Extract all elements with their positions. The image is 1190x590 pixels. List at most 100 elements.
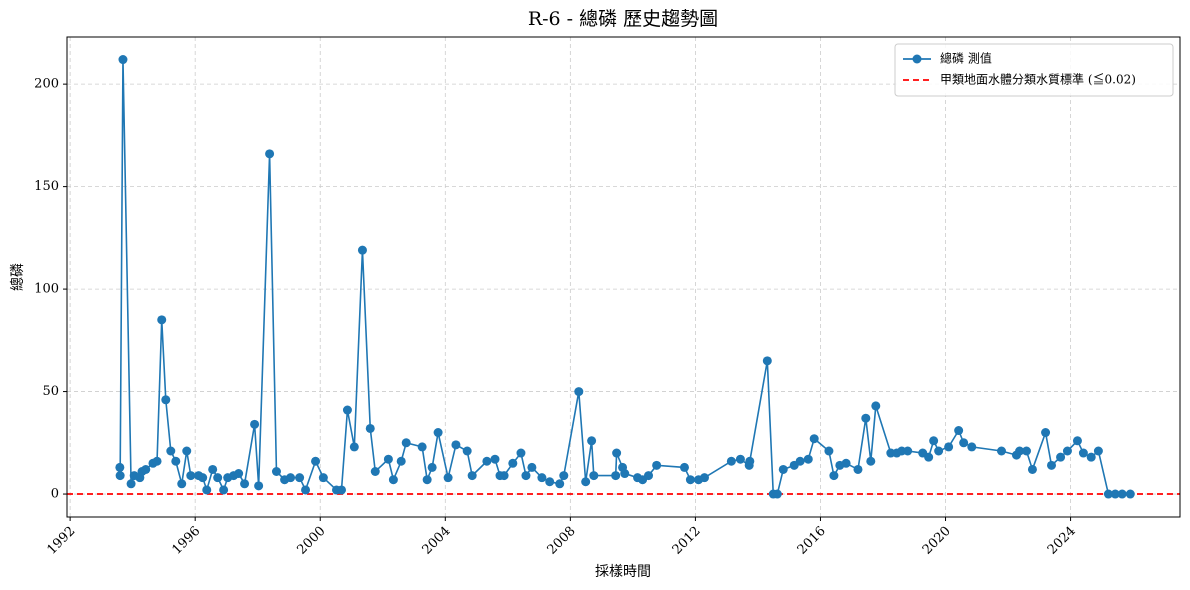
data-point — [171, 456, 181, 466]
y-tick-label: 50 — [42, 384, 59, 399]
data-point — [250, 419, 260, 429]
data-point — [1072, 436, 1082, 446]
data-point — [652, 460, 662, 470]
data-point — [152, 456, 162, 466]
legend-box — [894, 43, 1174, 97]
data-point — [1047, 460, 1057, 470]
data-point — [383, 454, 393, 464]
x-tick-label: 2020 — [920, 524, 954, 558]
data-point — [417, 442, 427, 452]
y-tick-label: 200 — [34, 77, 59, 92]
data-point — [944, 442, 954, 452]
data-point — [427, 462, 437, 472]
data-point — [1125, 489, 1135, 499]
data-point — [803, 454, 813, 464]
x-tick-label: 1992 — [44, 524, 78, 558]
legend-label: 甲類地面水體分類水質標準 (≦0.02) — [940, 72, 1136, 87]
x-tick-label: 1996 — [169, 524, 203, 558]
data-point — [611, 471, 621, 481]
data-point — [516, 448, 526, 458]
data-point — [559, 471, 569, 481]
data-point — [141, 464, 151, 474]
legend-label: 總磷 測值 — [940, 51, 992, 66]
data-point — [521, 471, 531, 481]
data-point — [301, 485, 311, 495]
data-point — [115, 462, 125, 472]
data-point — [996, 446, 1006, 456]
data-point — [254, 481, 264, 491]
data-point — [959, 438, 969, 448]
data-point — [271, 467, 281, 477]
data-point — [451, 440, 461, 450]
x-axis-label: 採樣時間 — [595, 563, 651, 580]
data-point — [219, 485, 229, 495]
data-point — [186, 471, 196, 481]
data-point — [679, 462, 689, 472]
data-point — [726, 456, 736, 466]
data-point — [1078, 448, 1088, 458]
data-point — [240, 479, 250, 489]
data-point — [745, 456, 755, 466]
data-point — [318, 473, 328, 483]
data-point — [198, 473, 208, 483]
x-tick-label: 2012 — [670, 524, 704, 558]
data-point — [1056, 452, 1066, 462]
data-point — [118, 55, 128, 65]
data-point — [1027, 464, 1037, 474]
data-point — [490, 454, 500, 464]
data-point — [1093, 446, 1103, 456]
data-point — [967, 442, 977, 452]
data-point — [1041, 428, 1051, 438]
data-point — [462, 446, 472, 456]
y-axis-label: 總磷 — [9, 263, 26, 291]
x-tick-label: 2008 — [545, 524, 579, 558]
data-point — [612, 448, 622, 458]
x-tick-label: 2000 — [295, 524, 329, 558]
data-point — [795, 456, 805, 466]
data-point — [182, 446, 192, 456]
data-point — [824, 446, 834, 456]
data-point — [1110, 489, 1120, 499]
data-point — [829, 471, 839, 481]
data-point — [422, 475, 432, 485]
data-point — [841, 458, 851, 468]
data-point — [295, 473, 305, 483]
data-point — [809, 434, 819, 444]
data-point — [1117, 489, 1127, 499]
data-point — [443, 473, 453, 483]
data-point — [126, 479, 136, 489]
data-point — [685, 475, 695, 485]
data-point — [861, 413, 871, 423]
data-point — [202, 485, 212, 495]
y-tick-label: 100 — [34, 282, 59, 297]
data-point — [213, 473, 223, 483]
data-point — [177, 479, 187, 489]
data-point — [234, 469, 244, 479]
data-point — [342, 405, 352, 415]
data-point — [336, 485, 346, 495]
plot-frame — [66, 36, 1181, 518]
data-point — [349, 442, 359, 452]
data-point — [1021, 446, 1031, 456]
data-point — [482, 456, 492, 466]
data-point — [157, 315, 167, 325]
data-point — [508, 458, 518, 468]
data-point — [1086, 452, 1096, 462]
data-point — [762, 356, 772, 366]
data-point — [644, 471, 654, 481]
data-point — [537, 473, 547, 483]
data-point — [1062, 446, 1072, 456]
data-point — [388, 475, 398, 485]
data-point — [370, 467, 380, 477]
data-point — [1015, 446, 1025, 456]
x-tick-label: 2004 — [420, 524, 454, 558]
data-point — [357, 245, 367, 255]
data-point — [903, 446, 913, 456]
data-point — [527, 462, 537, 472]
data-point — [115, 471, 125, 481]
data-point — [208, 464, 218, 474]
x-tick-label: 2016 — [795, 524, 829, 558]
data-point — [924, 452, 934, 462]
data-point — [555, 479, 565, 489]
